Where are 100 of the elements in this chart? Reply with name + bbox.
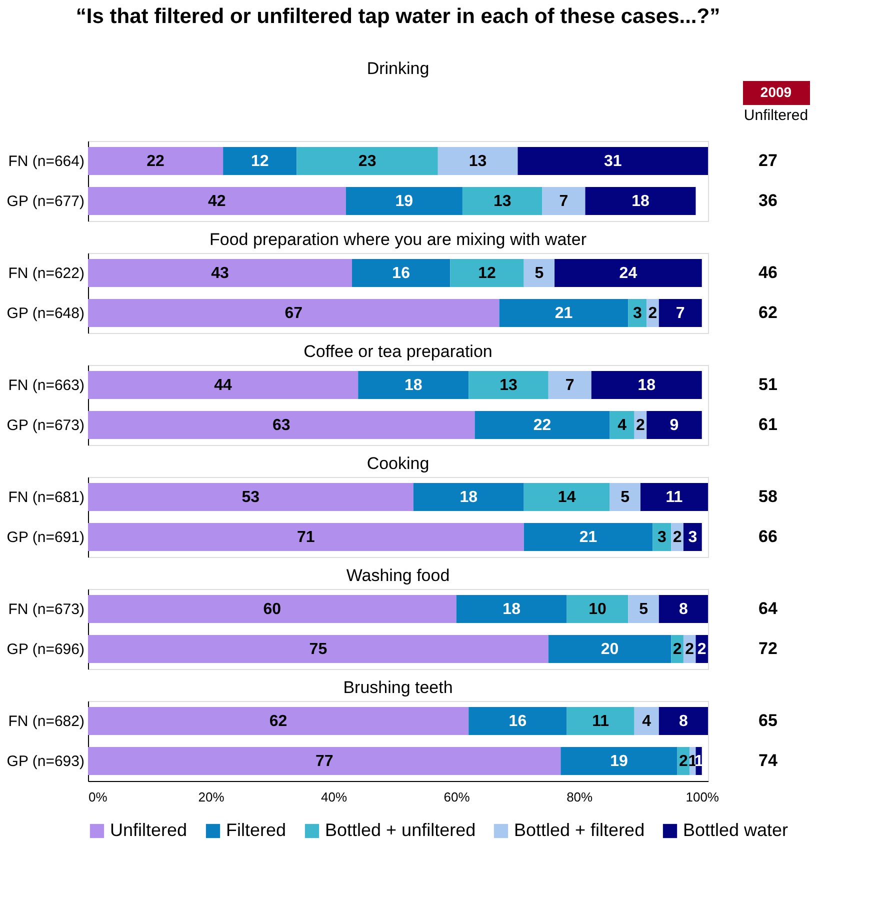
data-label: 18 xyxy=(502,601,521,618)
bar xyxy=(542,187,586,215)
data-label: 60 xyxy=(263,601,282,618)
data-label: 8 xyxy=(678,601,688,618)
y-tick-label: FN (n=622) xyxy=(8,265,84,282)
legend-label: Bottled + unfiltered xyxy=(325,820,476,840)
text: 58 xyxy=(758,487,778,506)
text: 61 xyxy=(758,415,778,434)
y-tick-label: GP (n=673) xyxy=(6,417,84,434)
x-tick-label: 0% xyxy=(88,790,108,804)
text: 27 xyxy=(758,151,778,170)
text: 62 xyxy=(758,303,778,322)
bar xyxy=(628,595,659,623)
bar xyxy=(358,371,469,399)
data-label: 21 xyxy=(554,305,573,322)
data-label: 18 xyxy=(632,193,650,210)
bar xyxy=(560,747,678,775)
text: 46 xyxy=(758,263,778,282)
y-tick-label: GP (n=691) xyxy=(6,529,84,546)
bar xyxy=(566,707,634,735)
bar xyxy=(474,411,610,439)
data-label: 2 xyxy=(636,417,646,434)
data-label: 7 xyxy=(676,305,685,322)
data-label: 7 xyxy=(559,193,568,210)
bar xyxy=(88,483,414,511)
bar xyxy=(585,187,696,215)
y-tick-label: FN (n=663) xyxy=(8,377,84,394)
bar xyxy=(88,707,469,735)
legend-label: Bottled + filtered xyxy=(514,820,645,840)
data-label: 53 xyxy=(242,489,260,506)
x-tick-label: 100% xyxy=(686,790,720,804)
data-label: 2 xyxy=(678,753,688,770)
data-label: 3 xyxy=(688,529,698,546)
bar xyxy=(413,483,524,511)
bar xyxy=(640,483,708,511)
chart-subtitle: Brushing teeth xyxy=(343,678,453,697)
data-label: 3 xyxy=(632,305,642,322)
data-label: 19 xyxy=(395,193,414,210)
data-label: 18 xyxy=(404,377,422,394)
data-label: 12 xyxy=(250,153,269,170)
bar xyxy=(296,147,438,175)
data-label: 5 xyxy=(639,601,648,618)
data-label: 22 xyxy=(146,153,165,170)
data-label: 2 xyxy=(672,529,682,546)
bar xyxy=(468,707,567,735)
data-label: 14 xyxy=(558,489,576,506)
data-label: 71 xyxy=(297,529,315,546)
bar xyxy=(88,371,358,399)
bar xyxy=(610,483,640,511)
x-tick-label: 40% xyxy=(321,790,348,804)
data-label: 10 xyxy=(588,601,607,618)
data-label: 7 xyxy=(565,377,574,394)
data-label: 18 xyxy=(460,489,478,506)
legend-label: Unfiltered xyxy=(110,820,188,840)
bar xyxy=(524,523,653,551)
data-label: 31 xyxy=(604,153,622,170)
data-label: 16 xyxy=(508,713,527,730)
bar xyxy=(88,411,475,439)
data-label: 19 xyxy=(610,753,628,770)
data-label: 20 xyxy=(600,641,619,658)
data-label: 2 xyxy=(685,641,694,658)
y-tick-label: GP (n=693) xyxy=(6,753,84,770)
data-label: 2 xyxy=(672,641,682,658)
bar xyxy=(518,147,708,175)
bar xyxy=(88,299,500,327)
data-label: 5 xyxy=(620,489,630,506)
data-label: 13 xyxy=(493,193,512,210)
data-label: 24 xyxy=(619,265,638,282)
bar xyxy=(548,371,592,399)
text: 51 xyxy=(758,375,778,394)
text: 36 xyxy=(758,191,778,210)
y-tick-label: GP (n=648) xyxy=(6,305,84,322)
bar xyxy=(88,147,224,175)
bar xyxy=(450,259,524,287)
bar xyxy=(223,147,297,175)
data-label: 11 xyxy=(666,489,683,506)
data-label: 63 xyxy=(272,417,290,434)
bar xyxy=(591,371,702,399)
data-label: 9 xyxy=(670,417,679,434)
chart-subtitle: Cooking xyxy=(366,454,430,473)
data-label: 12 xyxy=(478,265,496,282)
y-tick-label: FN (n=673) xyxy=(8,601,84,618)
legend-label: Filtered xyxy=(226,820,286,840)
data-label: 11 xyxy=(592,713,610,730)
chart-subtitle: Coffee or tea preparation xyxy=(304,342,492,361)
text: 65 xyxy=(758,711,778,730)
bar xyxy=(499,299,628,327)
data-label: 62 xyxy=(269,713,288,730)
bar xyxy=(88,187,346,215)
data-label: 4 xyxy=(618,417,627,434)
bar xyxy=(88,259,352,287)
text: 66 xyxy=(758,527,778,546)
chart-title: “Is that filtered or unfiltered tap water in each of these cases...?” xyxy=(76,5,720,28)
data-label: 8 xyxy=(678,713,688,730)
data-label: 75 xyxy=(309,641,328,658)
data-label: 43 xyxy=(211,265,229,282)
data-label: 5 xyxy=(534,265,544,282)
bar xyxy=(524,483,610,511)
bar xyxy=(88,595,456,623)
data-label: 2 xyxy=(648,305,658,322)
